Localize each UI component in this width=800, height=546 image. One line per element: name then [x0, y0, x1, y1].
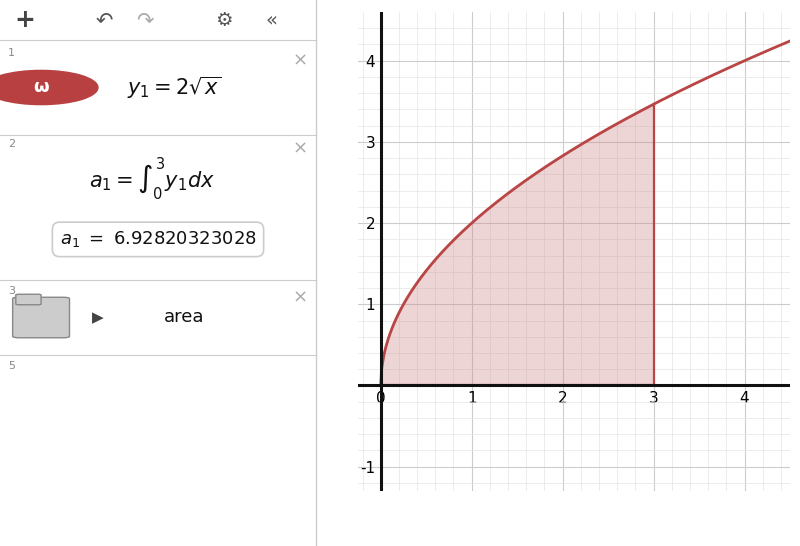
FancyBboxPatch shape [16, 294, 41, 305]
FancyBboxPatch shape [13, 297, 70, 338]
Text: ▶: ▶ [92, 310, 104, 325]
Text: $a_1\ =\ 6.92820323028$: $a_1\ =\ 6.92820323028$ [59, 229, 257, 250]
Text: ↷: ↷ [137, 10, 154, 30]
Text: ×: × [293, 289, 308, 307]
Text: 1: 1 [8, 48, 15, 57]
Text: 5: 5 [8, 361, 15, 371]
Circle shape [0, 70, 98, 105]
Text: ω: ω [34, 79, 49, 97]
Text: 2: 2 [8, 139, 15, 150]
Text: area: area [164, 308, 205, 327]
Text: ⚙: ⚙ [216, 10, 233, 29]
Text: «: « [266, 10, 278, 29]
Text: +: + [15, 8, 36, 32]
Text: 3: 3 [8, 286, 15, 296]
Text: ×: × [293, 51, 308, 69]
Text: $a_1 = \int_0^3 y_1 dx$: $a_1 = \int_0^3 y_1 dx$ [89, 155, 214, 202]
Text: ↶: ↶ [95, 10, 113, 30]
Text: $y_1 = 2\sqrt{x}$: $y_1 = 2\sqrt{x}$ [126, 74, 221, 100]
Text: ×: × [293, 139, 308, 157]
